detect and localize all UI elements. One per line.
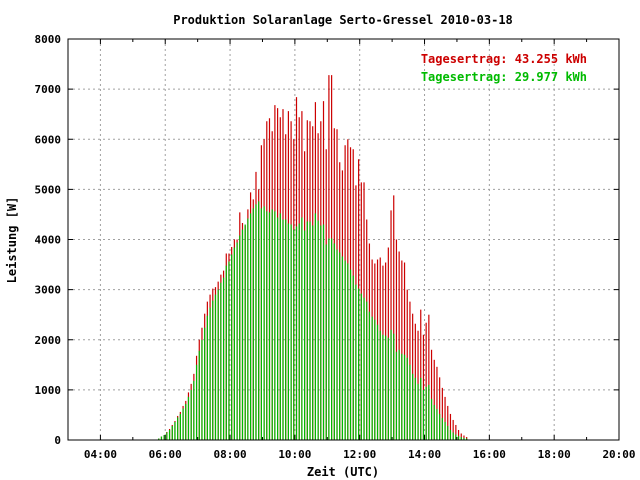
y-tick-label: 5000 <box>35 183 62 196</box>
y-tick-label: 7000 <box>35 83 62 96</box>
x-tick-label: 10:00 <box>278 448 311 461</box>
y-axis-label: Leistung [W] <box>5 197 19 284</box>
y-tick-label: 4000 <box>35 234 62 247</box>
grid-lines <box>68 39 619 440</box>
y-tick-label: 6000 <box>35 133 62 146</box>
y-tick-label: 1000 <box>35 384 62 397</box>
y-tick-label: 2000 <box>35 334 62 347</box>
y-tick-label: 3000 <box>35 284 62 297</box>
x-axis-label: Zeit (UTC) <box>307 465 379 479</box>
y-tick-labels: 0 1000 2000 3000 4000 5000 6000 7000 8000 <box>35 33 62 447</box>
x-tick-label: 16:00 <box>473 448 506 461</box>
x-tick-label: 14:00 <box>408 448 441 461</box>
axis-ticks <box>67 38 620 441</box>
x-tick-label: 06:00 <box>149 448 182 461</box>
series-second-bars <box>158 201 468 440</box>
chart-title: Produktion Solaranlage Serto-Gressel 201… <box>173 13 513 27</box>
y-tick-label: 8000 <box>35 33 62 46</box>
legend-entry-total: Tagesertrag: 43.255 kWh <box>421 52 587 66</box>
x-tick-label: 08:00 <box>213 448 246 461</box>
x-tick-label: 20:00 <box>602 448 635 461</box>
x-tick-labels: 04:00 06:00 08:00 10:00 12:00 14:00 16:00 18:00… <box>84 448 636 461</box>
x-tick-label: 18:00 <box>538 448 571 461</box>
x-tick-label: 04:00 <box>84 448 117 461</box>
legend-entry-second: Tagesertrag: 29.977 kWh <box>421 70 587 84</box>
x-tick-label: 12:00 <box>343 448 376 461</box>
y-tick-label: 0 <box>54 434 61 447</box>
